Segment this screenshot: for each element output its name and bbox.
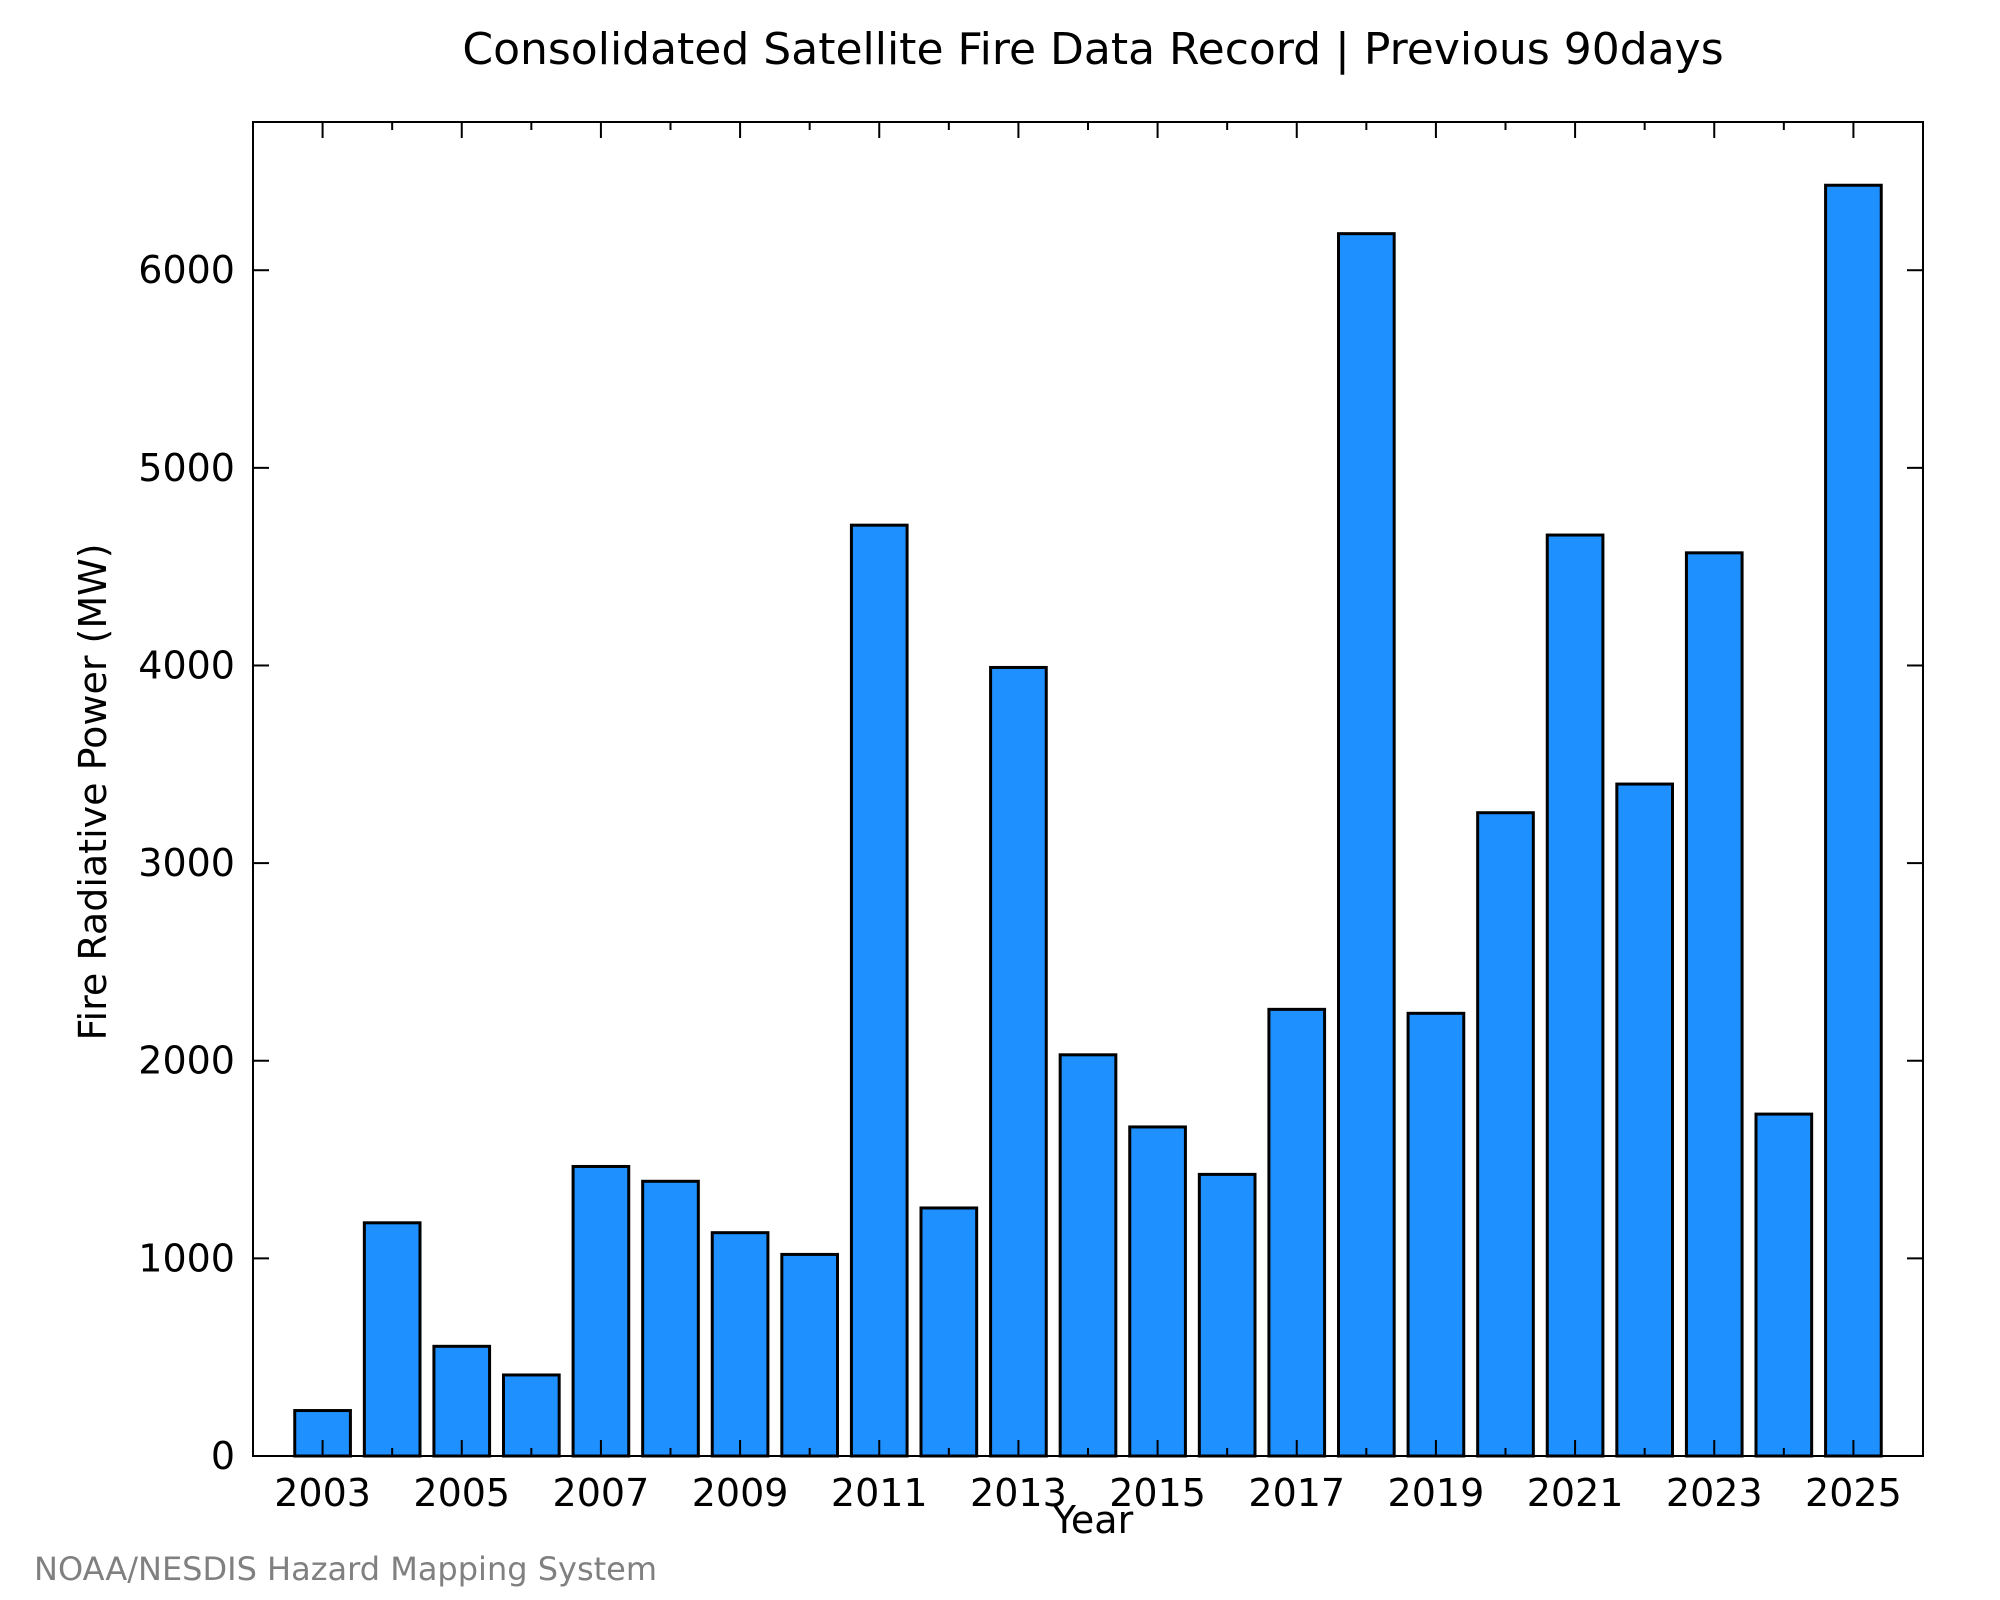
bar-2005 bbox=[432, 1344, 492, 1458]
bar-2016 bbox=[1197, 1172, 1257, 1458]
bar-2008 bbox=[641, 1179, 700, 1458]
bar-2014 bbox=[1058, 1053, 1118, 1458]
y-tick-label: 2000 bbox=[138, 1039, 235, 1083]
y-tick-label: 6000 bbox=[138, 248, 235, 292]
bar-2015 bbox=[1128, 1125, 1187, 1458]
bar-2023 bbox=[1684, 551, 1744, 1458]
bar-2019 bbox=[1406, 1011, 1466, 1458]
bar-2007 bbox=[571, 1164, 631, 1458]
y-tick-label: 5000 bbox=[138, 446, 235, 490]
bar-2022 bbox=[1615, 782, 1675, 1458]
x-tick-label: 2013 bbox=[970, 1471, 1067, 1515]
y-tick-label: 4000 bbox=[138, 643, 235, 687]
bar-2018 bbox=[1337, 232, 1396, 1458]
y-axis-label: Fire Radiative Power (MW) bbox=[71, 543, 115, 1040]
x-tick-label: 2007 bbox=[553, 1471, 650, 1515]
chart-title: Consolidated Satellite Fire Data Record … bbox=[462, 24, 1723, 75]
bar-2006 bbox=[502, 1373, 561, 1458]
axes-group: 0 1000 2000 3000 4000 5000 6000 2003 2005 2007 200… bbox=[138, 121, 1924, 1515]
bar-2020 bbox=[1476, 811, 1535, 1458]
x-tick-label: 2017 bbox=[1248, 1471, 1345, 1515]
bar-2024 bbox=[1754, 1112, 1814, 1458]
x-tick-label: 2019 bbox=[1388, 1471, 1485, 1515]
bar-2004 bbox=[362, 1221, 422, 1458]
x-axis-label: Year bbox=[1052, 1498, 1134, 1542]
x-tick-label: 2003 bbox=[274, 1471, 371, 1515]
bar-2009 bbox=[710, 1231, 770, 1458]
x-tick-label: 2005 bbox=[413, 1471, 510, 1515]
bar-2025 bbox=[1824, 183, 1883, 1458]
x-tick-label: 2023 bbox=[1666, 1471, 1763, 1515]
bar-2011 bbox=[849, 523, 909, 1458]
bars-group bbox=[293, 183, 1883, 1458]
bar-2012 bbox=[919, 1206, 979, 1458]
x-tick-label: 2021 bbox=[1527, 1471, 1624, 1515]
y-tick-label: 0 bbox=[211, 1434, 235, 1478]
bar-2013 bbox=[989, 665, 1048, 1458]
x-tick-label: 2015 bbox=[1109, 1471, 1206, 1515]
x-tick-label: 2011 bbox=[831, 1471, 928, 1515]
bar-2021 bbox=[1545, 533, 1605, 1458]
x-tick-label: 2009 bbox=[692, 1471, 789, 1515]
bar-2010 bbox=[780, 1252, 839, 1458]
bar-2017 bbox=[1267, 1007, 1327, 1458]
y-tick-label: 1000 bbox=[138, 1236, 235, 1280]
x-tick-label: 2025 bbox=[1805, 1471, 1902, 1515]
credit-text: NOAA/NESDIS Hazard Mapping System bbox=[34, 1550, 657, 1588]
y-tick-label: 3000 bbox=[138, 841, 235, 885]
